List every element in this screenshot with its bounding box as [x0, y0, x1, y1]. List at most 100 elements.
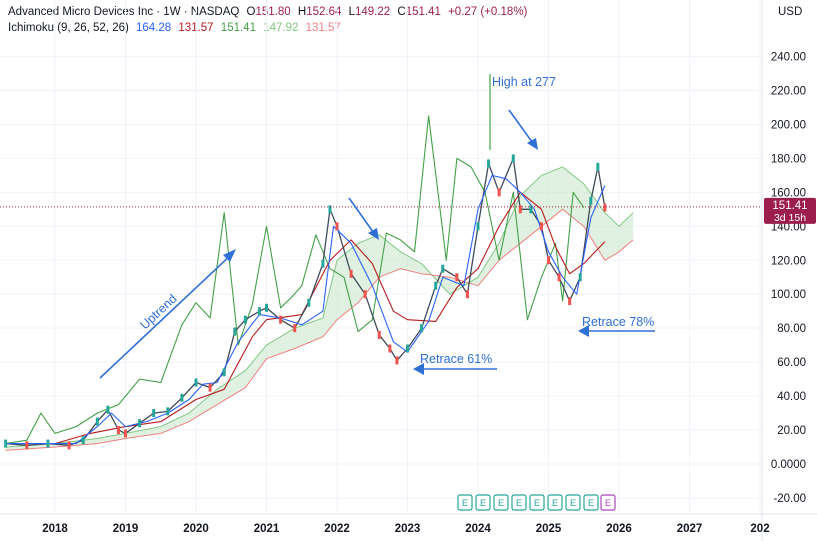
price-candle — [257, 307, 261, 316]
price-candle — [518, 205, 522, 214]
price-candle — [377, 330, 381, 339]
earnings-marker — [457, 494, 473, 511]
x-tick-label: 2024 — [465, 523, 491, 535]
x-tick-label: 2022 — [324, 523, 350, 535]
price-candle — [321, 259, 325, 268]
price-candle — [222, 368, 226, 377]
price-candle — [194, 378, 198, 387]
series-lines — [4, 115, 607, 450]
price-candle — [455, 273, 459, 282]
price-candle — [328, 205, 332, 214]
high-label: High at 277 — [492, 75, 556, 89]
earnings-marker-label: E — [462, 498, 468, 508]
currency-label[interactable]: USD — [778, 6, 803, 18]
uptrend-label: Uptrend — [137, 292, 179, 333]
retrace-61-label: Retrace 61% — [420, 352, 492, 366]
price-candle — [363, 290, 367, 299]
earnings-marker-label: E — [605, 498, 611, 508]
price-tag-value: 151.41 — [772, 200, 807, 212]
price-candle — [67, 441, 71, 450]
lead2-value: 131.57 — [305, 22, 341, 34]
earnings-marker — [547, 494, 563, 511]
ohlc-high: H152.64 — [297, 6, 342, 18]
y-tick-label: 60.00 — [777, 357, 806, 369]
price-candle — [589, 196, 593, 205]
price-tag: 151.41 3d 15h — [764, 197, 816, 224]
price-candle — [124, 429, 127, 438]
leading-span-b — [5, 208, 634, 451]
lead1-value: 147.92 — [263, 22, 299, 34]
price-candle — [233, 327, 237, 336]
price-candle — [106, 405, 110, 414]
retrace-61-arrow-head — [413, 363, 424, 375]
price-candle — [596, 162, 600, 171]
earnings-marker-label: E — [570, 498, 576, 508]
price-candle — [441, 264, 445, 273]
earnings-marker — [511, 494, 527, 511]
earnings-marker — [475, 494, 491, 511]
y-tick-label: 180.00 — [771, 153, 806, 165]
y-tick-label: 100.00 — [771, 289, 806, 301]
price-candle — [547, 256, 550, 265]
indicator-name[interactable]: Ichimoku (9, 26, 52, 26) — [8, 22, 129, 34]
y-tick-label: 140.00 — [771, 221, 806, 233]
conversion-line — [5, 174, 606, 445]
price-candle — [434, 281, 438, 290]
price-tag-box — [764, 197, 816, 224]
uptrend-arrow — [99, 252, 234, 379]
price-candle — [578, 273, 582, 282]
price-candle — [180, 393, 184, 402]
cloud-fill — [5, 166, 634, 451]
x-tick-label: 2021 — [254, 523, 280, 535]
y-tick-label: 200.00 — [771, 119, 806, 131]
earnings-marker-label: E — [588, 498, 594, 508]
price-candle — [349, 269, 353, 278]
price-candle — [95, 417, 99, 426]
y-tick-label: 240.00 — [771, 52, 806, 64]
indicator-legend: Ichimoku (9, 26, 52, 26) 164.28 131.57 1… — [8, 22, 345, 34]
price-candle — [529, 205, 533, 214]
down-arrow-2-head — [527, 138, 538, 150]
down-arrow-2 — [508, 109, 536, 147]
down-arrow-1 — [348, 197, 377, 237]
retrace-78-label: Retrace 78% — [582, 315, 654, 329]
symbol-header: Advanced Micro Devices Inc · 1W · NASDAQ… — [8, 6, 531, 18]
price-candle — [4, 439, 8, 448]
ohlc-low: L149.22 — [348, 6, 391, 18]
y-tick-label: -20.00 — [773, 493, 806, 505]
price-candle — [465, 290, 469, 299]
price-candle — [25, 441, 29, 450]
price-candle — [487, 159, 491, 168]
x-tick-label: 2025 — [536, 523, 562, 535]
lagging-value: 151.41 — [220, 22, 256, 34]
price-candle — [557, 273, 561, 282]
ohlc-change: +0.27 (+0.18%) — [448, 6, 528, 18]
leading-span-a — [5, 166, 634, 448]
x-tick-label: 2019 — [113, 523, 139, 535]
earnings-marker-label: E — [534, 498, 540, 508]
price-candle — [335, 222, 339, 231]
price-candle — [420, 324, 424, 333]
price-candle — [476, 222, 480, 231]
earnings-marker-label: E — [552, 498, 558, 508]
earnings-marker — [565, 494, 581, 511]
down-arrow-1-head — [368, 228, 379, 240]
earnings-marker — [529, 494, 545, 511]
x-tick-label: 2023 — [395, 523, 421, 535]
retrace-78-arrow-head — [578, 325, 589, 337]
price-candle — [293, 324, 297, 333]
price-candle — [243, 315, 247, 324]
price-candle — [138, 419, 142, 428]
base-line — [5, 191, 606, 445]
price-candle — [406, 344, 409, 353]
price-candle — [279, 315, 283, 324]
symbol-name[interactable]: Advanced Micro Devices Inc · 1W · NASDAQ — [8, 6, 240, 18]
x-tick-label: 2018 — [42, 523, 68, 535]
earnings-marker — [583, 494, 599, 511]
x-tick-label: 2020 — [183, 523, 209, 535]
y-tick-label: 80.00 — [777, 323, 806, 335]
y-tick-label: 160.00 — [771, 187, 806, 199]
y-tick-label: 40.00 — [777, 391, 806, 403]
